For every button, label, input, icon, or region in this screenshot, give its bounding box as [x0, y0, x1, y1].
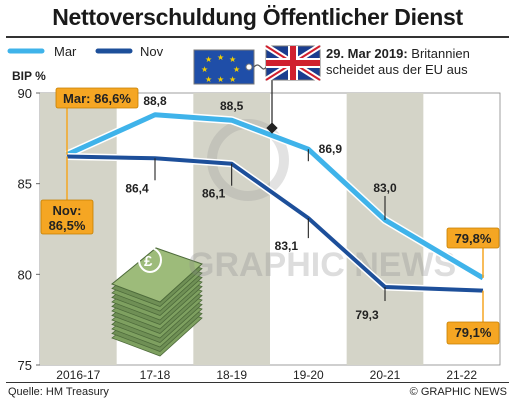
svg-text:★: ★ [201, 65, 208, 74]
svg-text:★: ★ [217, 53, 224, 62]
x-tick-label-19-20: 19-20 [293, 368, 324, 382]
svg-text:★: ★ [229, 75, 236, 84]
label-mar-2016-17-box [55, 87, 139, 109]
footer-divider [6, 382, 509, 383]
label-nov-2016-17-text: 86,5% [49, 218, 86, 233]
watermark-text: GRAPHIC NEWS [188, 246, 456, 284]
series-line-mar [65, 112, 485, 281]
annotation-text-line1: 29. Mar 2019: Britannien [326, 46, 470, 61]
label-mar-2016-17-text: Mar: 86,6% [63, 91, 131, 106]
y-axis: 75 80 85 90 [18, 86, 40, 373]
x-tick-label-20-21: 20-21 [370, 368, 401, 382]
label-nov-2016-17-text: Nov: [53, 203, 82, 218]
value-leaders [66, 106, 484, 322]
band-20-21 [346, 93, 424, 365]
uk-flag-tag [264, 43, 322, 83]
label-nov-2016-17-box [40, 199, 94, 235]
banknote-top [111, 247, 203, 303]
tag-string [253, 64, 267, 70]
y-axis-label: BIP % [12, 69, 46, 83]
y-tick-label-90: 90 [18, 86, 32, 101]
x-tick-label-18-19: 18-19 [216, 368, 247, 382]
label-mar-18-19: 88,5 [220, 99, 244, 113]
eu-flag-tag: ★ ★ ★ ★ ★ ★ ★ ★ [193, 49, 255, 85]
y-tick-label-85: 85 [18, 177, 32, 192]
legend-label-mar: Mar [54, 44, 77, 59]
label-mar-21-22-box [446, 227, 500, 249]
x-axis: 2016-17 17-18 18-19 19-20 20-21 21-22 [56, 368, 477, 382]
title-divider [6, 36, 509, 38]
label-mar-17-18: 88,8 [143, 94, 167, 108]
x-tick-label-21-22: 21-22 [446, 368, 477, 382]
svg-text:★: ★ [205, 55, 212, 64]
annotation-date: 29. Mar 2019: [326, 46, 408, 61]
annotation-line1: Britannien [408, 46, 470, 61]
y-tick-label-75: 75 [18, 358, 32, 373]
y-tick-label-80: 80 [18, 267, 32, 282]
svg-text:★: ★ [205, 75, 212, 84]
label-nov-17-18: 86,4 [125, 181, 149, 195]
x-tick-label-17-18: 17-18 [140, 368, 171, 382]
pound-sign-icon: £ [144, 253, 153, 270]
publisher-credit: © GRAPHIC NEWS [409, 386, 507, 398]
legend: Mar Nov [7, 44, 164, 59]
legend-label-nov: Nov [140, 44, 164, 59]
label-mar-19-20: 86,9 [319, 142, 343, 156]
year-bands [40, 93, 424, 365]
annotation-text-line2: scheidet aus der EU aus [326, 62, 468, 77]
label-nov-19-20: 83,1 [275, 239, 299, 253]
source-credit: Quelle: HM Treasury [8, 386, 109, 398]
label-nov-21-22-box [446, 321, 500, 345]
svg-text:★: ★ [233, 65, 240, 74]
svg-text:★: ★ [229, 55, 236, 64]
x-tick-label-2016-17: 2016-17 [56, 368, 100, 382]
series-line-nov [66, 154, 484, 293]
value-labels: Mar: 86,6% Nov:86,5% 88,8 88,5 86,9 83,0 86,4 8… [40, 87, 500, 345]
chart-title: Nettoverschuldung Öffentlicher Dienst [52, 4, 463, 30]
label-nov-18-19: 86,1 [202, 187, 226, 201]
brexit-annotation: ★ ★ ★ ★ ★ ★ ★ ★ 29. Mar 2019: Britannien sche… [193, 43, 470, 134]
band-18-19 [193, 93, 270, 365]
label-nov-20-21: 79,3 [355, 308, 379, 322]
svg-text:★: ★ [217, 75, 224, 84]
label-nov-21-22-text: 79,1% [455, 325, 492, 340]
label-mar-21-22-text: 79,8% [455, 231, 492, 246]
pound-emblem [138, 247, 162, 273]
label-mar-20-21: 83,0 [373, 181, 397, 195]
money-stack-illustration: £ [111, 247, 203, 357]
